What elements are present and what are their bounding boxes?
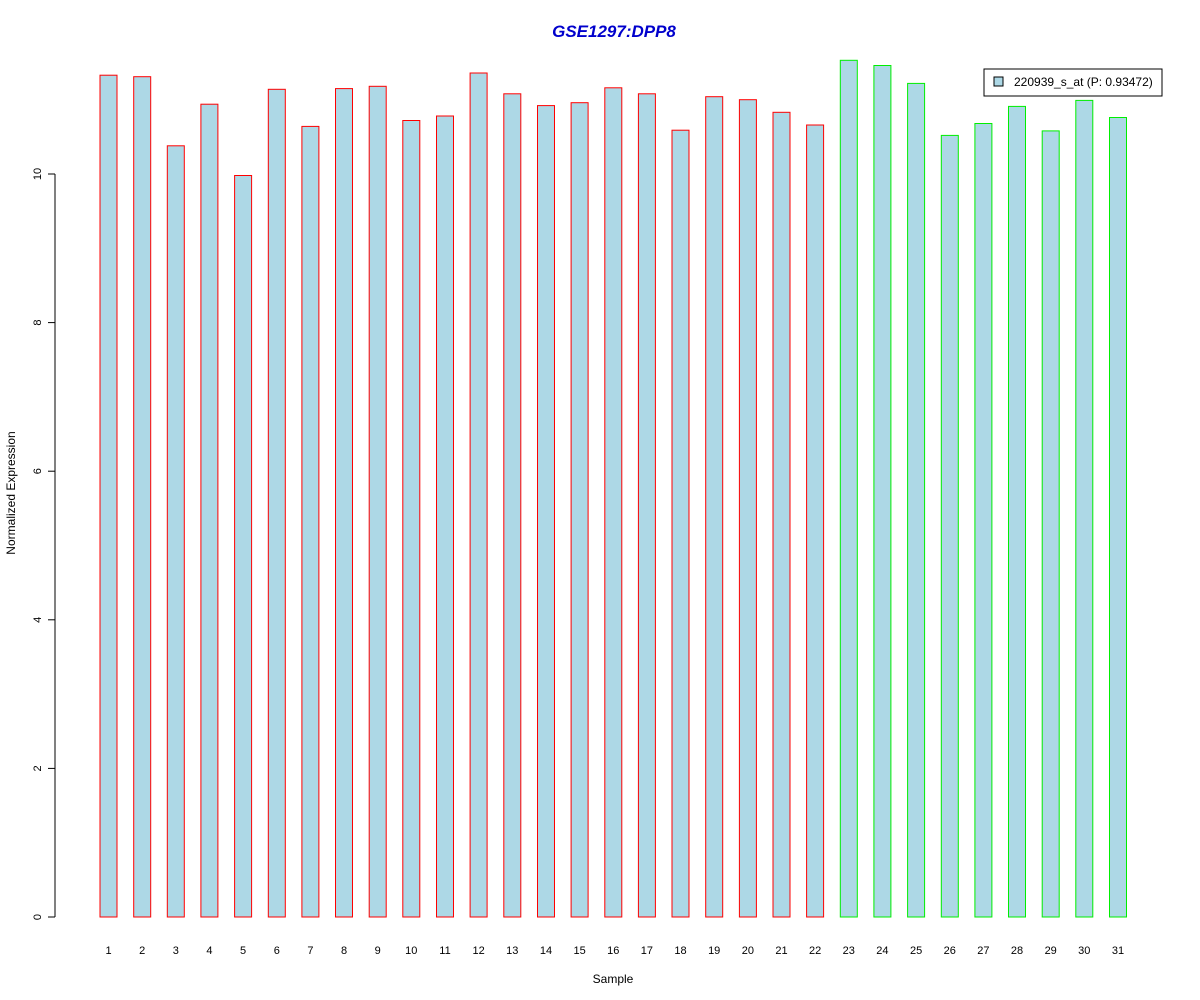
bar-sample-12 [469, 72, 488, 918]
bar-sample-19 [705, 96, 724, 918]
y-tick-label: 6 [32, 468, 44, 474]
bar-sample-1 [99, 74, 118, 918]
y-tick-label: 2 [32, 765, 44, 771]
x-tick-label: 16 [607, 945, 619, 957]
bar-sample-30 [1075, 99, 1094, 918]
x-axis-title: Sample [593, 972, 634, 986]
x-tick-label: 4 [206, 945, 212, 957]
x-tick-label: 18 [674, 945, 686, 957]
x-tick-label: 6 [274, 945, 280, 957]
bar-sample-7 [301, 125, 320, 918]
bar-sample-5 [234, 175, 253, 918]
legend-swatch [993, 76, 1004, 87]
x-tick-label: 13 [506, 945, 518, 957]
x-tick-label: 15 [573, 945, 585, 957]
bar-sample-15 [570, 102, 589, 918]
bar-sample-2 [133, 76, 152, 918]
bar-sample-9 [368, 85, 387, 918]
bar-sample-27 [974, 123, 993, 918]
x-tick-label: 9 [375, 945, 381, 957]
x-tick-label: 28 [1011, 945, 1023, 957]
x-tick-label: 2 [139, 945, 145, 957]
bar-sample-16 [604, 87, 623, 918]
x-tick-label: 24 [876, 945, 888, 957]
x-tick-label: 25 [910, 945, 922, 957]
x-tick-label: 14 [540, 945, 552, 957]
bar-sample-4 [200, 103, 219, 918]
x-tick-label: 8 [341, 945, 347, 957]
bars [99, 59, 1127, 918]
y-axis-title: Normalized Expression [4, 431, 18, 554]
x-tick-label: 17 [641, 945, 653, 957]
x-tick-label: 12 [472, 945, 484, 957]
x-tick-label: 3 [173, 945, 179, 957]
y-tick-label: 0 [32, 914, 44, 920]
legend-label: 220939_s_at (P: 0.93472) [1014, 75, 1153, 89]
y-tick-label: 4 [32, 617, 44, 623]
bar-sample-26 [940, 134, 959, 918]
legend-box [983, 68, 1163, 97]
x-tick-label: 7 [307, 945, 313, 957]
bar-sample-13 [503, 93, 522, 918]
x-tick-label: 30 [1078, 945, 1090, 957]
x-tick-label: 10 [405, 945, 417, 957]
x-tick-label: 26 [944, 945, 956, 957]
bar-sample-31 [1109, 117, 1127, 918]
bar-sample-8 [335, 88, 353, 918]
legend: 220939_s_at (P: 0.93472) [983, 68, 1163, 97]
bar-sample-23 [839, 59, 858, 918]
bar-sample-24 [873, 65, 892, 918]
x-tick-label: 21 [775, 945, 787, 957]
x-tick-label: 11 [439, 945, 450, 957]
x-tick-labels: 1 2 3 4 5 6 7 8 9 10 11 12 13 14 15 16 17 18 19 20 21 22 23 24 2… [105, 945, 1124, 957]
x-tick-label: 29 [1045, 945, 1057, 957]
bar-sample-14 [537, 105, 555, 918]
chart-title: GSE1297:DPP8 [552, 22, 676, 41]
y-tick-label: 8 [32, 320, 44, 326]
bar-sample-17 [637, 93, 656, 918]
x-tick-label: 23 [843, 945, 855, 957]
bar-sample-6 [267, 88, 286, 918]
bar-sample-21 [772, 111, 791, 918]
x-tick-label: 5 [240, 945, 246, 957]
bar-sample-20 [738, 99, 757, 918]
bar-sample-10 [402, 120, 421, 918]
bar-sample-25 [907, 82, 926, 918]
bar-sample-18 [671, 129, 690, 918]
x-tick-label: 31 [1112, 945, 1124, 957]
x-tick-label: 19 [708, 945, 720, 957]
y-axis: 0 2 4 6 8 10 [32, 168, 56, 920]
bar-sample-28 [1008, 105, 1026, 918]
bar-sample-29 [1041, 130, 1060, 918]
bar-sample-22 [806, 124, 825, 918]
bar-sample-3 [166, 145, 185, 918]
x-tick-label: 20 [742, 945, 754, 957]
bar-sample-11 [436, 115, 454, 918]
x-tick-label: 27 [977, 945, 989, 957]
x-tick-label: 22 [809, 945, 821, 957]
y-tick-label: 10 [32, 168, 44, 180]
x-tick-label: 1 [105, 945, 111, 957]
